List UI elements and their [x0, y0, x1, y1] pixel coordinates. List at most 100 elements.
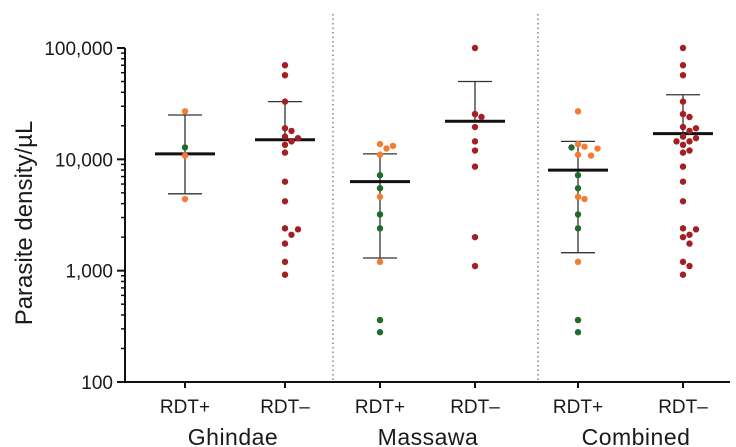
- data-point: [281, 141, 289, 149]
- data-point: [679, 62, 687, 69]
- data-point: [281, 198, 289, 205]
- data-point: [574, 211, 582, 218]
- data-point: [686, 147, 693, 154]
- axes: 100 1,000 10,000 100,000 Parasite density/µL: [11, 39, 730, 394]
- data-point: [686, 127, 693, 135]
- data-point: [181, 152, 189, 159]
- data-point: [281, 240, 289, 247]
- data-point: [181, 108, 189, 115]
- data-point: [376, 172, 384, 179]
- data-point: [686, 231, 693, 238]
- y-tick-label: 10,000: [55, 150, 113, 171]
- data-point: [574, 108, 582, 115]
- data-point: [574, 258, 582, 266]
- data-point: [679, 141, 687, 149]
- data-point: [376, 211, 384, 218]
- summary-bars: [155, 80, 713, 259]
- data-point: [679, 163, 687, 170]
- data-point: [581, 143, 588, 150]
- data-point: [281, 98, 289, 105]
- data-point: [594, 145, 601, 152]
- data-point: [376, 140, 384, 148]
- data-point: [679, 178, 687, 185]
- data-point: [376, 151, 384, 158]
- data-point: [376, 193, 384, 201]
- data-point: [574, 193, 582, 201]
- data-point: [281, 62, 289, 69]
- data-point: [574, 185, 582, 192]
- data-point: [686, 138, 693, 145]
- data-point: [281, 71, 289, 79]
- data-point: [692, 125, 700, 132]
- data-point: [376, 225, 384, 232]
- data-point: [692, 226, 700, 233]
- data-point: [574, 329, 582, 336]
- data-point: [673, 138, 680, 145]
- data-point: [376, 185, 384, 192]
- data-point: [574, 172, 582, 179]
- data-point: [471, 262, 479, 270]
- data-point: [294, 134, 302, 142]
- data-point: [679, 71, 687, 79]
- y-tick-label: 100: [81, 373, 113, 394]
- data-point: [376, 316, 384, 324]
- data-point: [181, 144, 189, 151]
- data-point: [181, 195, 189, 203]
- data-point: [281, 258, 289, 266]
- data-point: [574, 225, 582, 232]
- data-point: [686, 240, 693, 247]
- data-point: [383, 145, 390, 152]
- data-point: [471, 147, 479, 154]
- data-point: [686, 113, 693, 121]
- category-label: RDT–: [658, 397, 708, 418]
- data-point: [679, 133, 687, 140]
- data-point: [679, 110, 687, 118]
- group-label: Ghindae: [188, 424, 278, 447]
- y-tick-label: 100,000: [44, 39, 113, 60]
- data-point: [679, 225, 687, 232]
- data-point: [281, 225, 289, 232]
- data-point: [376, 329, 384, 336]
- data-point: [471, 138, 479, 145]
- data-point: [281, 125, 289, 132]
- data-point: [281, 149, 289, 156]
- data-point: [471, 44, 479, 52]
- data-point: [471, 110, 479, 118]
- data-point: [389, 142, 397, 150]
- category-label: RDT+: [160, 397, 210, 418]
- data-point: [686, 262, 693, 270]
- category-label: RDT–: [260, 397, 310, 418]
- data-point: [471, 163, 479, 170]
- labels: RDT+ RDT– Ghindae RDT+ RDT– Massawa RDT+ RDT– Co…: [160, 397, 708, 447]
- data-point: [587, 152, 595, 159]
- data-point: [679, 258, 687, 266]
- data-point: [478, 113, 485, 121]
- data-point: [288, 231, 295, 238]
- data-point: [471, 233, 479, 241]
- data-point: [679, 44, 687, 52]
- data-point: [581, 195, 588, 203]
- group-label: Massawa: [378, 424, 479, 447]
- data-point: [281, 133, 289, 140]
- category-label: RDT–: [450, 397, 500, 418]
- y-axis-title: Parasite density/µL: [11, 121, 38, 326]
- data-point: [281, 271, 289, 278]
- data-point: [281, 178, 289, 185]
- data-point: [471, 123, 479, 131]
- data-point: [679, 233, 687, 241]
- data-point: [574, 316, 582, 324]
- data-point: [679, 271, 687, 278]
- data-point: [294, 226, 302, 233]
- data-point: [692, 134, 700, 142]
- y-tick-label: 1,000: [65, 262, 113, 283]
- data-point: [288, 127, 295, 135]
- data-point: [679, 149, 687, 156]
- data-point: [679, 198, 687, 205]
- data-point: [376, 258, 384, 266]
- data-point: [679, 98, 687, 105]
- data-points: [181, 44, 700, 336]
- category-label: RDT+: [355, 397, 405, 418]
- group-label: Combined: [582, 424, 691, 447]
- group-dividers: [332, 14, 539, 382]
